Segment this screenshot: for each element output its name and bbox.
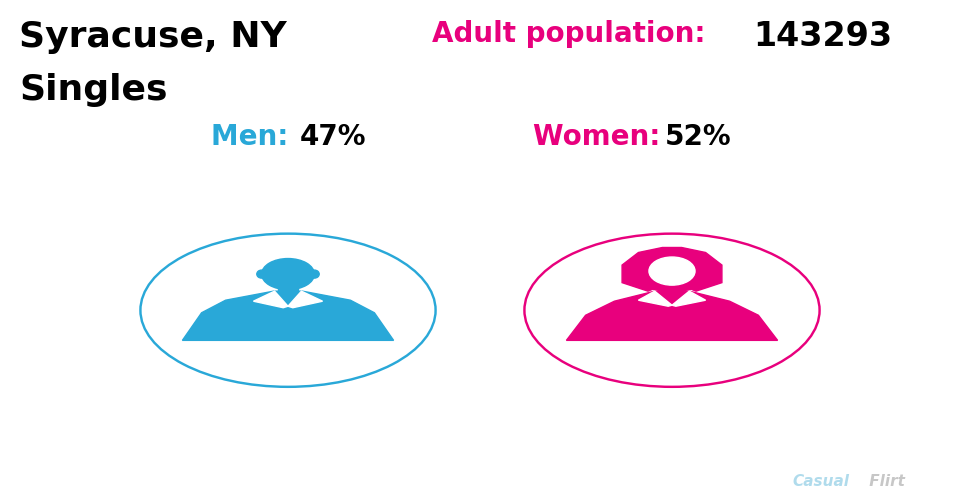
- Text: Adult population:: Adult population:: [432, 20, 706, 48]
- Polygon shape: [288, 292, 323, 308]
- Polygon shape: [638, 292, 672, 307]
- Polygon shape: [253, 292, 288, 308]
- Text: Casual: Casual: [792, 473, 849, 488]
- Polygon shape: [672, 292, 706, 307]
- Text: 143293: 143293: [754, 20, 893, 53]
- Polygon shape: [622, 248, 722, 292]
- Text: 52%: 52%: [665, 123, 732, 151]
- Text: 47%: 47%: [300, 123, 366, 151]
- Polygon shape: [279, 292, 297, 330]
- Text: Flirt: Flirt: [864, 473, 905, 488]
- Ellipse shape: [309, 271, 319, 279]
- Circle shape: [139, 233, 437, 388]
- Ellipse shape: [649, 258, 695, 286]
- Text: Syracuse, NY: Syracuse, NY: [19, 20, 287, 54]
- Ellipse shape: [261, 259, 314, 290]
- FancyBboxPatch shape: [278, 285, 298, 292]
- Text: Singles: Singles: [19, 73, 168, 107]
- Text: Men:: Men:: [211, 123, 299, 151]
- Text: Women:: Women:: [533, 123, 670, 151]
- Ellipse shape: [257, 271, 267, 279]
- Circle shape: [523, 233, 821, 388]
- Polygon shape: [566, 292, 778, 341]
- Polygon shape: [182, 292, 394, 341]
- FancyBboxPatch shape: [662, 291, 682, 301]
